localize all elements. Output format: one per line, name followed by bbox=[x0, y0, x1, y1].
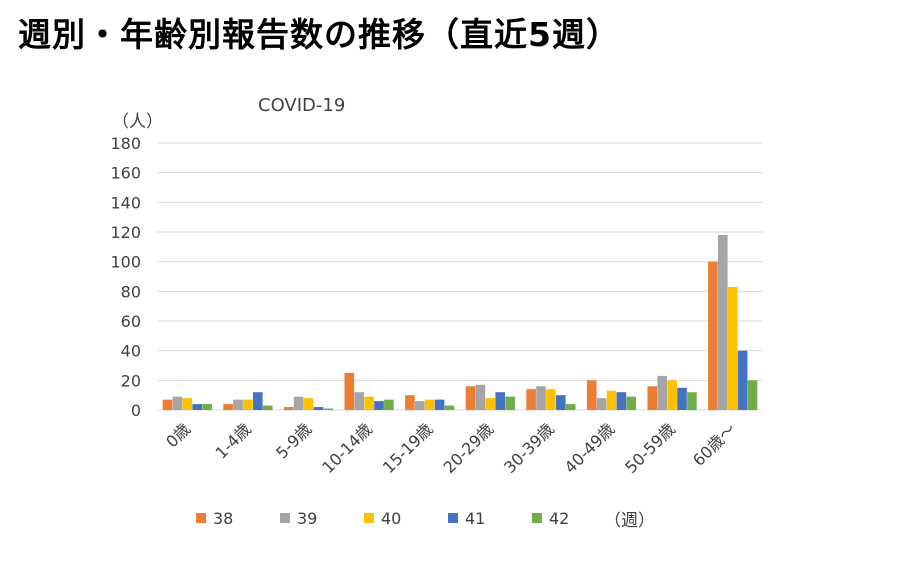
y-tick-label: 0 bbox=[131, 401, 141, 420]
bar-39-4 bbox=[415, 401, 425, 410]
bar-42-7 bbox=[626, 396, 637, 410]
x-tick-label: 40-49歳 bbox=[561, 419, 619, 477]
bar-41-4 bbox=[434, 399, 445, 410]
legend-label: 41 bbox=[465, 509, 485, 528]
bar-40-3 bbox=[364, 396, 374, 410]
y-tick-label: 180 bbox=[110, 134, 141, 153]
x-tick-label: 50-59歳 bbox=[621, 419, 679, 477]
bar-38-3 bbox=[344, 372, 355, 410]
legend-title: （週） bbox=[604, 511, 655, 531]
x-tick-label: 20-29歳 bbox=[439, 419, 497, 477]
x-tick-label: 5-9歳 bbox=[272, 419, 315, 462]
y-tick-label: 160 bbox=[110, 164, 141, 183]
bar-42-5 bbox=[505, 396, 515, 410]
bar-39-2 bbox=[293, 396, 304, 410]
legend-label: 40 bbox=[381, 509, 401, 528]
bar-38-8 bbox=[647, 386, 658, 410]
bar-41-0 bbox=[192, 404, 202, 410]
bar-38-7 bbox=[586, 380, 597, 410]
bar-39-9 bbox=[718, 234, 728, 410]
x-tick-label: 10-14歳 bbox=[318, 419, 376, 477]
y-tick-label: 40 bbox=[121, 342, 141, 361]
x-tick-label: 30-39歳 bbox=[500, 419, 558, 477]
bar-40-7 bbox=[606, 390, 617, 410]
chart-title: COVID-19 bbox=[258, 95, 345, 116]
x-tick-label: 15-19歳 bbox=[379, 419, 437, 477]
legend-label: 38 bbox=[213, 509, 233, 528]
bar-39-6 bbox=[536, 386, 546, 410]
bar-39-8 bbox=[657, 375, 667, 410]
bar-38-6 bbox=[526, 389, 536, 410]
x-tick-label: 60歳～ bbox=[689, 419, 739, 469]
legend: 38 39 40 41 42 bbox=[196, 509, 569, 528]
bar-41-8 bbox=[677, 387, 687, 410]
legend-swatch bbox=[532, 513, 542, 523]
bar-42-2 bbox=[323, 408, 334, 410]
bar-40-0 bbox=[182, 398, 193, 410]
bar-38-9 bbox=[708, 261, 718, 410]
bar-39-0 bbox=[172, 396, 183, 410]
x-tick-label: 1-4歳 bbox=[211, 419, 254, 462]
y-tick-label: 80 bbox=[121, 282, 141, 301]
bar-40-2 bbox=[303, 398, 314, 410]
bar-41-5 bbox=[495, 392, 505, 410]
bar-40-8 bbox=[667, 380, 677, 410]
bar-38-0 bbox=[162, 399, 173, 410]
bar-40-6 bbox=[546, 389, 556, 410]
bar-41-1 bbox=[253, 392, 263, 410]
bar-40-9 bbox=[727, 286, 738, 410]
bar-42-6 bbox=[565, 404, 576, 410]
x-tick-label: 0歳 bbox=[162, 419, 194, 451]
legend-label: 42 bbox=[549, 509, 569, 528]
x-axis-ticks: 0歳 1-4歳 5-9歳 10-14歳 15-19歳 20-29歳 30-39歳 40-49歳… bbox=[162, 419, 739, 477]
bar-39-7 bbox=[596, 398, 607, 410]
y-tick-label: 120 bbox=[110, 223, 141, 242]
y-tick-label: 140 bbox=[110, 193, 141, 212]
bar-41-2 bbox=[313, 407, 324, 410]
bar-39-5 bbox=[475, 384, 486, 410]
bar-42-4 bbox=[444, 405, 455, 410]
bar-38-4 bbox=[405, 395, 415, 410]
bars bbox=[162, 234, 758, 410]
bar-39-1 bbox=[233, 399, 243, 410]
bar-42-8 bbox=[687, 392, 697, 410]
gridlines bbox=[157, 142, 763, 411]
y-tick-label: 100 bbox=[110, 253, 141, 272]
y-tick-label: 20 bbox=[121, 371, 141, 390]
bar-38-2 bbox=[283, 407, 294, 410]
y-tick-label: 60 bbox=[121, 312, 141, 331]
bar-41-3 bbox=[374, 401, 384, 410]
bar-40-5 bbox=[485, 398, 496, 410]
bar-42-0 bbox=[202, 404, 212, 410]
bar-40-4 bbox=[424, 399, 435, 410]
legend-swatch bbox=[280, 513, 290, 523]
page-title: 週別・年齢別報告数の推移（直近5週） bbox=[18, 15, 620, 54]
bar-42-1 bbox=[262, 405, 273, 410]
bar-38-5 bbox=[465, 386, 476, 410]
y-axis-label: （人） bbox=[112, 112, 163, 132]
y-axis-ticks: 180 160 140 120 100 80 60 40 20 0 bbox=[110, 134, 141, 420]
legend-label: 39 bbox=[297, 509, 317, 528]
legend-swatch bbox=[448, 513, 458, 523]
bar-39-3 bbox=[354, 392, 364, 410]
bar-40-1 bbox=[243, 399, 253, 410]
legend-swatch bbox=[196, 513, 206, 523]
bar-41-7 bbox=[616, 392, 627, 410]
bar-42-9 bbox=[747, 380, 758, 410]
bar-41-9 bbox=[737, 350, 748, 410]
legend-swatch bbox=[364, 513, 374, 523]
bar-38-1 bbox=[223, 404, 233, 410]
bar-41-6 bbox=[556, 395, 566, 410]
bar-42-3 bbox=[384, 399, 394, 410]
